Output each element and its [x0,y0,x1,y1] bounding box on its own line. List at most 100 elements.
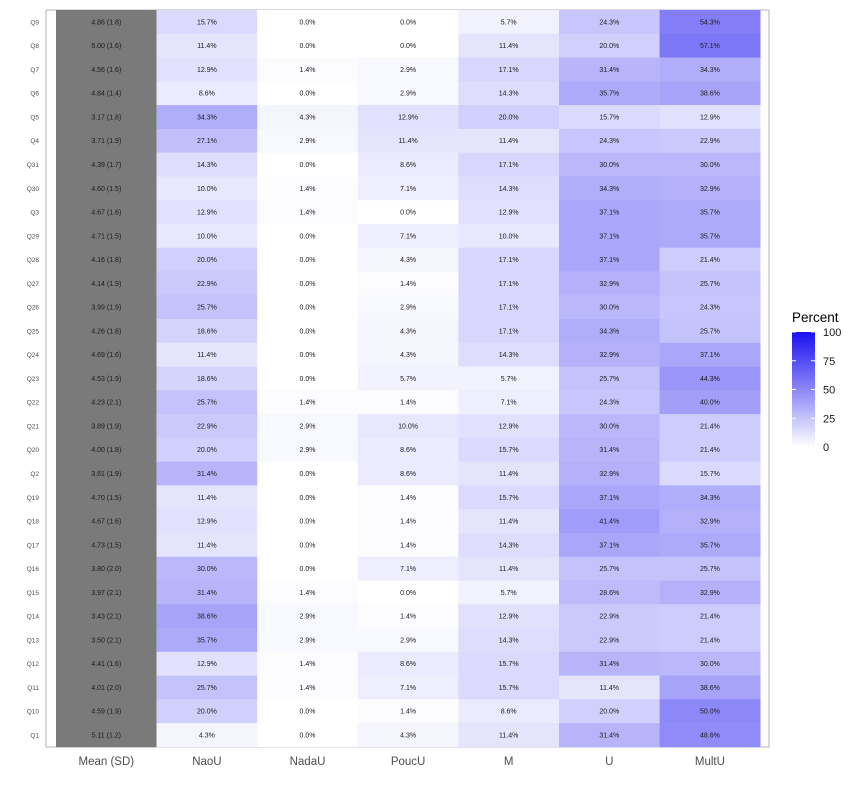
heatmap-cell-naou [156,556,258,581]
cell-value-label: 24.3% [700,305,720,312]
heatmap-cell-multu [659,319,761,344]
heatmap-cell-multu [659,152,761,177]
cell-value-label: 14.3% [197,162,217,169]
heatmap-cell-poucu [357,651,459,676]
heatmap-cell-naou [156,33,258,58]
cell-value-label: 11.4% [197,352,216,359]
cell-value-label: 34.3% [599,186,619,193]
heatmap-cell-nadau [257,57,359,82]
heatmap-cell-nadau [257,485,359,510]
heatmap-cell-multu [659,342,761,367]
heatmap-cell-u [559,366,660,391]
mean-sd-label: 4.00 (1.8) [91,447,121,454]
cell-value-label: 17.1% [499,281,519,288]
cell-value-label: 0.0% [400,43,416,50]
column-label-nadau: NadaU [290,756,326,768]
cell-value-label: 12.9% [499,210,519,217]
cell-value-label: 12.9% [398,114,418,121]
heatmap-cell-m [458,723,560,748]
heatmap-cell-u [559,295,660,320]
cell-value-label: 22.9% [700,138,720,145]
heatmap-cell-multu [659,604,761,629]
row-label-q30: Q30 [27,186,40,193]
cell-value-label: 25.7% [599,566,619,573]
cell-value-label: 32.9% [700,519,720,526]
legend-colorbar [792,332,815,447]
row-label-q6: Q6 [30,91,39,98]
cell-value-label: 0.0% [300,281,316,288]
heatmap-cell-poucu [357,414,459,439]
heatmap-cells: 4.86 (1.8) 15.7% 0.0% 0.0% 5.7% 24.3% 54.3% 5.0… [56,10,761,748]
cell-value-label: 35.7% [700,210,720,217]
cell-value-label: 2.9% [400,305,416,312]
cell-value-label: 8.6% [400,447,416,454]
heatmap-cell-m [458,271,560,296]
heatmap-cell-poucu [357,461,459,486]
cell-value-label: 32.9% [599,352,619,359]
cell-value-label: 34.3% [197,114,217,121]
mean-sd-cell [56,414,157,439]
heatmap-cell-naou [156,509,258,534]
heatmap-cell-nadau [257,604,359,629]
mean-sd-cell [56,580,157,605]
mean-sd-cell [56,200,157,225]
cell-value-label: 11.4% [600,685,619,692]
mean-sd-cell [56,105,157,130]
heatmap-cell-u [559,651,660,676]
cell-value-label: 10.0% [398,423,418,430]
cell-value-label: 11.4% [197,495,216,502]
cell-value-label: 30.0% [599,305,619,312]
cell-value-label: 4.3% [300,114,316,121]
heatmap-cell-nadau [257,81,359,106]
cell-value-label: 7.1% [501,400,517,407]
heatmap-cell-poucu [357,699,459,724]
mean-sd-cell [56,295,157,320]
legend: Percent 100 75 50 25 0 [792,310,841,454]
cell-value-label: 25.7% [599,376,619,383]
cell-value-label: 2.9% [300,138,316,145]
heatmap-cell-m [458,532,560,558]
heatmap-cell-m [458,342,560,367]
heatmap-cell-m [458,128,560,153]
mean-sd-label: 4.67 (1.6) [91,519,121,526]
heatmap-cell-naou [156,723,258,748]
heatmap-cell-multu [659,33,761,58]
cell-value-label: 5.7% [501,19,517,26]
heatmap-cell-nadau [257,200,359,225]
heatmap-cell-nadau [257,699,359,724]
mean-sd-cell [56,33,157,58]
heatmap-cell-nadau [257,176,359,201]
mean-sd-label: 3.89 (1.9) [91,423,121,430]
cell-value-label: 4.3% [400,352,416,359]
mean-sd-cell [56,532,157,558]
heatmap-cell-nadau [257,295,359,320]
mean-sd-label: 3.61 (1.9) [91,471,121,478]
heatmap-cell-naou [156,675,258,700]
mean-sd-cell [56,651,157,676]
heatmap-cell-m [458,461,560,486]
heatmap-cell-poucu [357,81,459,106]
heatmap-cell-poucu [357,604,459,629]
cell-value-label: 21.4% [700,447,720,454]
heatmap-cell-poucu [357,10,459,35]
cell-value-label: 54.3% [700,19,720,26]
heatmap-cell-multu [659,57,761,82]
heatmap-cell-u [559,437,660,462]
heatmap-cell-naou [156,485,258,510]
heatmap-cell-poucu [357,33,459,58]
row-label-q24: Q24 [27,352,40,359]
heatmap-cell-poucu [357,176,459,201]
heatmap-cell-naou [156,651,258,676]
cell-value-label: 28.6% [599,590,619,597]
heatmap-cell-m [458,414,560,439]
heatmap-cell-u [559,675,660,700]
mean-sd-label: 4.41 (1.6) [91,661,121,668]
mean-sd-label: 4.23 (2.1) [91,400,121,407]
heatmap-cell-naou [156,604,258,629]
heatmap-cell-u [559,414,660,439]
cell-value-label: 1.4% [300,400,316,407]
heatmap-cell-m [458,485,560,510]
heatmap-cell-naou [156,271,258,296]
heatmap-cell-nadau [257,461,359,486]
